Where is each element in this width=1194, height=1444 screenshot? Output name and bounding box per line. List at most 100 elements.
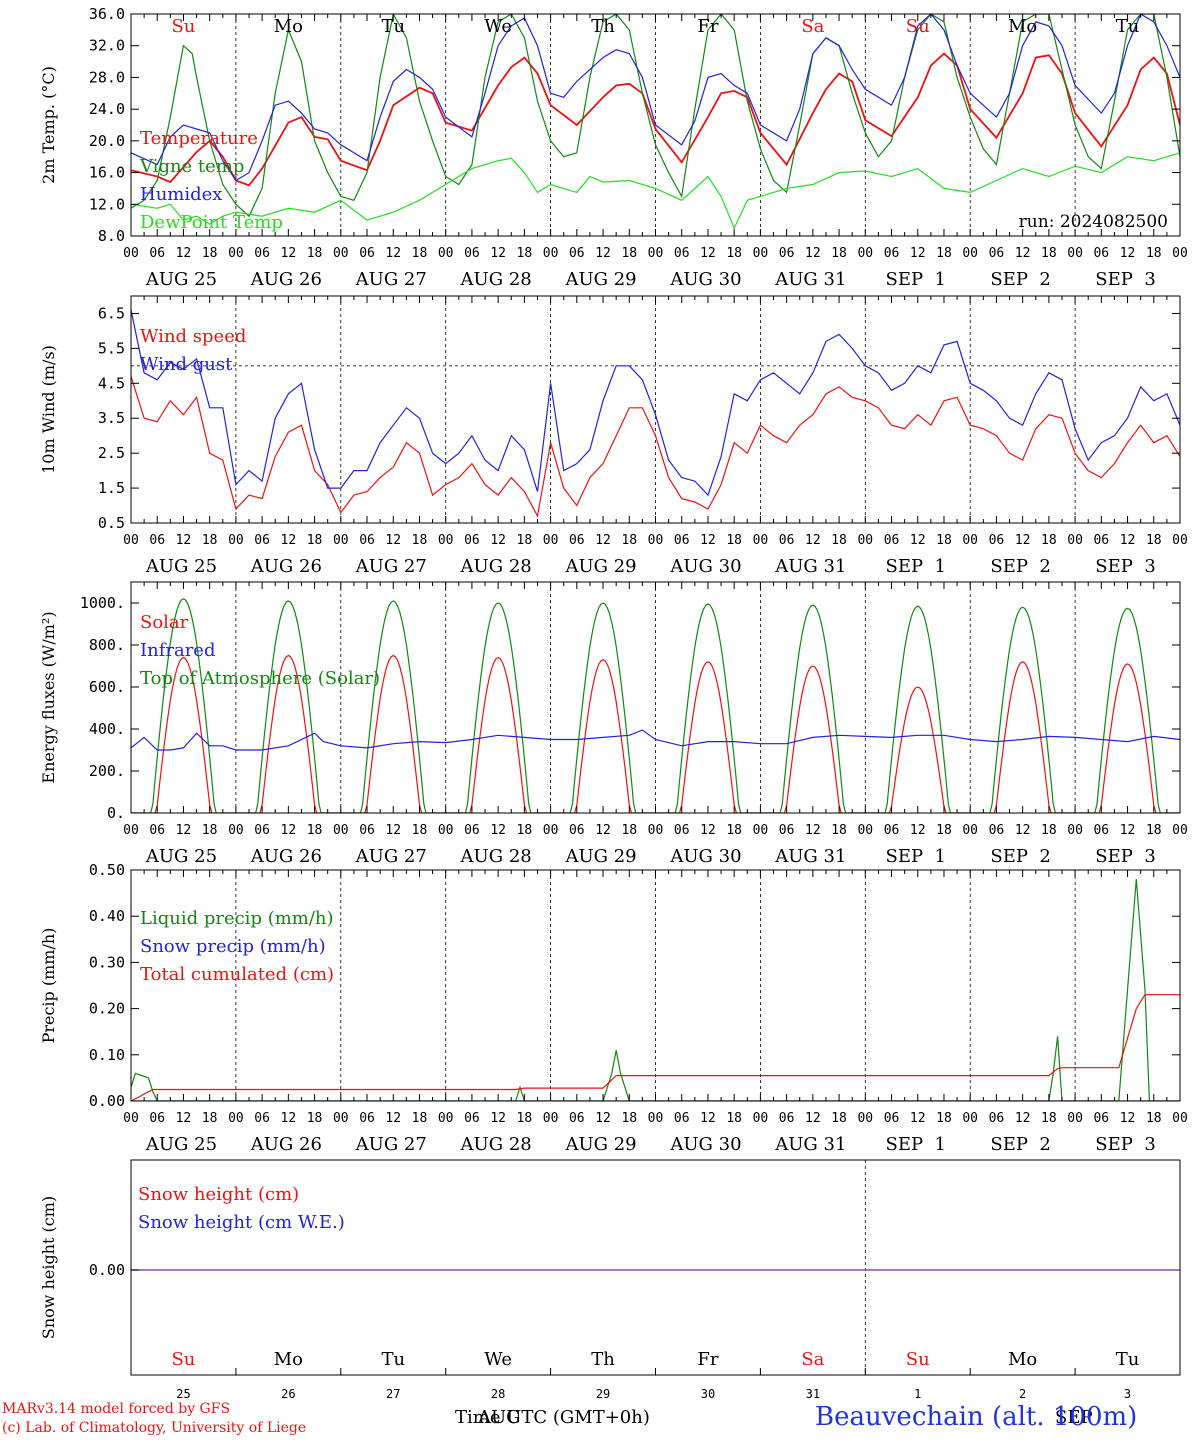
hour-tick-label: 18 bbox=[831, 823, 847, 838]
footer-lab-line: (c) Lab. of Climatology, University of L… bbox=[2, 1420, 307, 1436]
series-line-0 bbox=[131, 52, 1180, 187]
y-tick-label: 400. bbox=[89, 720, 125, 738]
weekday-label: Th bbox=[591, 1349, 615, 1370]
hour-tick-label: 00 bbox=[1172, 533, 1188, 548]
hour-tick-label: 06 bbox=[149, 246, 165, 261]
y-tick-label: 0.5 bbox=[98, 514, 125, 532]
weekday-label: Su bbox=[171, 16, 195, 37]
date-label: SEP 3 bbox=[1095, 269, 1155, 290]
hour-tick-label: 00 bbox=[543, 533, 559, 548]
hour-tick-label: 18 bbox=[202, 533, 218, 548]
y-axis-label: Precip (mm/h) bbox=[39, 928, 58, 1044]
y-tick-label: 2.5 bbox=[98, 444, 125, 462]
legend-entry: Solar bbox=[140, 612, 189, 633]
y-tick-label: 200. bbox=[89, 762, 125, 780]
date-label: AUG 28 bbox=[460, 1134, 532, 1155]
hour-tick-label: 18 bbox=[1041, 246, 1057, 261]
hour-tick-label: 12 bbox=[1120, 246, 1136, 261]
weekday-label: Fr bbox=[697, 16, 718, 37]
hour-tick-label: 06 bbox=[569, 246, 585, 261]
hour-tick-label: 00 bbox=[228, 533, 244, 548]
series-line-0 bbox=[131, 376, 1180, 518]
date-label: AUG 25 bbox=[145, 846, 217, 867]
hour-tick-label: 00 bbox=[1067, 533, 1083, 548]
hour-tick-label: 12 bbox=[490, 1111, 506, 1126]
hour-tick-label: 00 bbox=[228, 1111, 244, 1126]
date-label: AUG 30 bbox=[669, 1134, 741, 1155]
hour-tick-label: 12 bbox=[1015, 246, 1031, 261]
hour-tick-label: 12 bbox=[176, 246, 192, 261]
legend-entry: DewPoint Temp bbox=[140, 212, 283, 233]
hour-tick-label: 06 bbox=[149, 1111, 165, 1126]
series-line-2 bbox=[131, 994, 1180, 1101]
hour-tick-label: 18 bbox=[936, 823, 952, 838]
hour-tick-label: 00 bbox=[753, 533, 769, 548]
date-label: AUG 25 bbox=[145, 556, 217, 577]
run-annotation: run: 2024082500 bbox=[1019, 212, 1168, 232]
weekday-label: Th bbox=[591, 16, 615, 37]
hour-tick-label: 18 bbox=[621, 246, 637, 261]
date-label: AUG 28 bbox=[460, 846, 532, 867]
weekday-label: Tu bbox=[381, 16, 405, 37]
y-tick-label: 0.20 bbox=[89, 1000, 125, 1018]
legend-entry: Wind speed bbox=[140, 326, 246, 347]
series-line-3 bbox=[131, 152, 1180, 230]
y-tick-label: 1.5 bbox=[98, 479, 125, 497]
hour-tick-label: 18 bbox=[1041, 823, 1057, 838]
footer-model-line: MARv3.14 model forced by GFS bbox=[2, 1401, 231, 1417]
date-label: AUG 30 bbox=[669, 556, 741, 577]
legend-entry: Infrared bbox=[140, 640, 215, 661]
hour-tick-label: 00 bbox=[648, 1111, 664, 1126]
hour-tick-label: 12 bbox=[805, 1111, 821, 1126]
day-number-label: 29 bbox=[596, 1387, 610, 1401]
date-label: SEP 2 bbox=[990, 556, 1050, 577]
hour-tick-label: 12 bbox=[176, 1111, 192, 1126]
hour-tick-label: 18 bbox=[1146, 1111, 1162, 1126]
y-tick-label: 1000. bbox=[80, 594, 125, 612]
hour-tick-label: 12 bbox=[281, 1111, 297, 1126]
legend-entry: Vigne temp bbox=[139, 156, 244, 177]
hour-tick-label: 18 bbox=[412, 823, 428, 838]
day-number-label: 30 bbox=[701, 1387, 715, 1401]
date-label: SEP 1 bbox=[886, 846, 946, 867]
hour-tick-label: 06 bbox=[779, 246, 795, 261]
hour-tick-label: 06 bbox=[674, 823, 690, 838]
series-line-toa bbox=[131, 598, 1180, 813]
hour-tick-label: 18 bbox=[831, 533, 847, 548]
hour-tick-label: 18 bbox=[202, 1111, 218, 1126]
series-line-solar bbox=[131, 654, 1180, 813]
hour-tick-label: 06 bbox=[989, 533, 1005, 548]
labels-layer: 2m Temp. (°C) 8.0 12.0 16.0 20.0 24.0 28.0 32.0… bbox=[39, 5, 1188, 1401]
hour-tick-label: 18 bbox=[726, 533, 742, 548]
grid-layer bbox=[131, 14, 1180, 1375]
hour-tick-label: 12 bbox=[595, 823, 611, 838]
y-tick-label: 6.5 bbox=[98, 304, 125, 322]
hour-tick-label: 06 bbox=[674, 533, 690, 548]
hour-tick-label: 00 bbox=[123, 533, 139, 548]
hour-tick-label: 18 bbox=[307, 246, 323, 261]
hour-tick-label: 12 bbox=[805, 823, 821, 838]
legend-entry: Liquid precip (mm/h) bbox=[140, 908, 334, 929]
date-label: AUG 25 bbox=[145, 1134, 217, 1155]
y-tick-label: 5.5 bbox=[98, 339, 125, 357]
hour-tick-label: 18 bbox=[726, 246, 742, 261]
hour-tick-label: 00 bbox=[857, 533, 873, 548]
y-tick-label: 600. bbox=[89, 678, 125, 696]
hour-tick-label: 18 bbox=[412, 246, 428, 261]
hour-tick-label: 00 bbox=[123, 1111, 139, 1126]
hour-tick-label: 06 bbox=[884, 1111, 900, 1126]
date-label: AUG 29 bbox=[564, 269, 636, 290]
hour-tick-label: 00 bbox=[962, 246, 978, 261]
date-label: AUG 26 bbox=[250, 1134, 322, 1155]
date-label: SEP 2 bbox=[990, 1134, 1050, 1155]
date-label: SEP 2 bbox=[990, 269, 1050, 290]
footer-sep-label: SEP bbox=[1055, 1407, 1093, 1428]
hour-tick-label: 00 bbox=[648, 533, 664, 548]
hour-tick-label: 00 bbox=[438, 246, 454, 261]
hour-tick-label: 12 bbox=[176, 533, 192, 548]
hour-tick-label: 00 bbox=[228, 823, 244, 838]
hour-tick-label: 00 bbox=[648, 246, 664, 261]
hour-tick-label: 06 bbox=[1093, 823, 1109, 838]
hour-tick-label: 18 bbox=[1041, 533, 1057, 548]
weekday-label: We bbox=[484, 1349, 512, 1370]
